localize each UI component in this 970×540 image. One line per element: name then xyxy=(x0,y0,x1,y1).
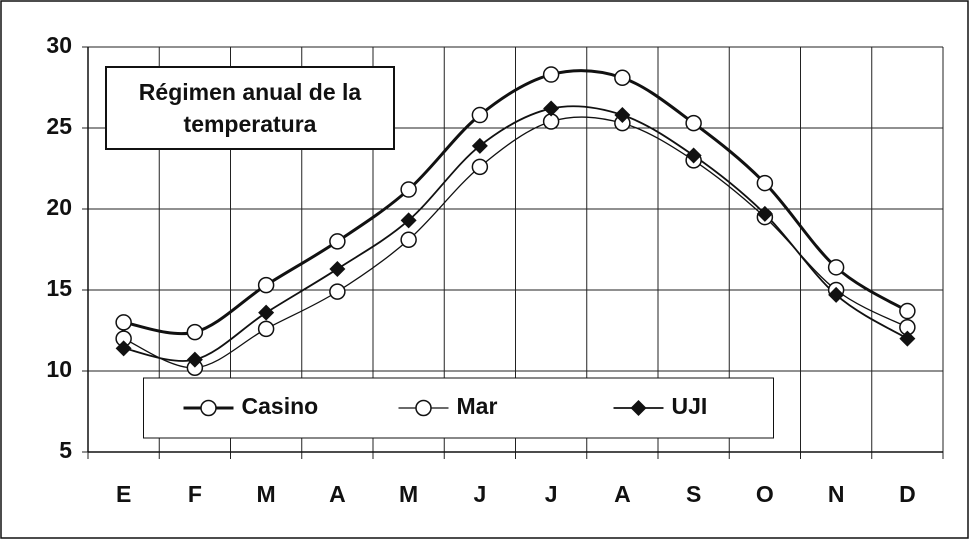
y-tick-label: 30 xyxy=(46,32,72,58)
marker xyxy=(756,205,773,222)
marker xyxy=(471,137,488,154)
y-tick-label: 25 xyxy=(46,113,72,139)
x-tick-label: E xyxy=(116,481,131,507)
x-tick-label: M xyxy=(257,481,276,507)
marker xyxy=(614,69,631,87)
x-tick-label: F xyxy=(188,481,202,507)
legend-marker xyxy=(200,399,217,417)
x-tick-label: A xyxy=(329,481,346,507)
marker xyxy=(685,147,702,164)
marker xyxy=(899,330,916,347)
y-tick-label: 5 xyxy=(59,437,72,463)
marker xyxy=(543,100,560,117)
legend-marker xyxy=(415,399,432,417)
marker xyxy=(329,260,346,277)
marker xyxy=(400,231,417,249)
x-tick-label: A xyxy=(614,481,631,507)
legend-marker xyxy=(630,400,647,416)
marker xyxy=(186,351,203,368)
x-tick-label: J xyxy=(545,481,558,507)
x-tick-label: M xyxy=(399,481,418,507)
x-tick-label: D xyxy=(899,481,916,507)
x-tick-label: S xyxy=(686,481,701,507)
marker xyxy=(614,107,631,124)
marker xyxy=(115,314,132,331)
marker xyxy=(186,323,204,341)
marker xyxy=(471,106,489,124)
legend-label: Mar xyxy=(457,393,498,419)
legend-label: UJI xyxy=(672,393,708,419)
legend: Casino Mar UJI xyxy=(143,377,774,439)
marker xyxy=(258,304,275,321)
marker xyxy=(899,302,916,320)
y-tick-label: 15 xyxy=(46,275,72,301)
marker xyxy=(471,158,489,176)
x-tick-label: J xyxy=(473,481,486,507)
y-tick-label: 20 xyxy=(46,194,72,220)
x-tick-label: N xyxy=(828,481,845,507)
marker xyxy=(827,259,845,276)
marker xyxy=(329,283,346,300)
legend-label: Casino xyxy=(242,393,319,419)
marker xyxy=(329,233,346,250)
marker xyxy=(257,320,275,338)
marker xyxy=(828,286,845,303)
marker xyxy=(400,212,417,229)
legend-box xyxy=(143,377,774,439)
marker xyxy=(257,276,275,294)
y-tick-label: 10 xyxy=(46,356,72,382)
marker xyxy=(756,174,774,192)
marker xyxy=(542,66,560,83)
marker xyxy=(400,181,417,198)
marker xyxy=(115,340,132,357)
x-tick-label: O xyxy=(756,481,774,507)
marker xyxy=(685,114,702,132)
chart-title: Régimen anual de la temperatura xyxy=(105,66,395,150)
